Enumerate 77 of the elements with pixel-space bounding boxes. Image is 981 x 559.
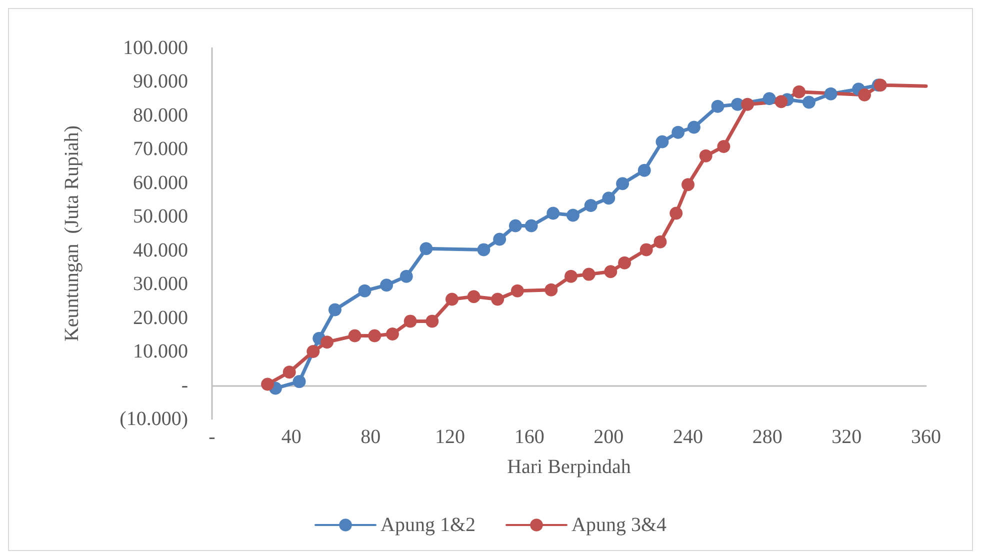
point <box>380 278 394 292</box>
x-tick-label: 160 <box>514 426 544 448</box>
point <box>524 219 538 232</box>
point <box>467 290 480 304</box>
x-tick-label: 40 <box>281 426 302 448</box>
y-tick-label: 10.000 <box>133 340 188 363</box>
point <box>348 329 362 342</box>
point <box>426 314 439 328</box>
point <box>420 242 433 256</box>
point <box>638 164 651 177</box>
point <box>368 329 382 342</box>
point <box>774 95 788 108</box>
x-tick-label: 360 <box>911 426 941 448</box>
point <box>602 192 616 205</box>
point <box>546 206 560 220</box>
x-tick-label: 200 <box>594 426 624 448</box>
point <box>672 126 685 139</box>
point <box>566 208 580 222</box>
point <box>792 85 806 98</box>
point <box>445 292 458 306</box>
point <box>711 100 724 113</box>
point <box>582 268 596 281</box>
point <box>544 283 558 296</box>
y-tick-label: 100.000 <box>123 37 188 59</box>
x-tick-label: 120 <box>435 426 465 448</box>
point <box>687 120 700 134</box>
point <box>491 292 504 306</box>
point <box>741 98 754 111</box>
point <box>640 243 653 256</box>
point <box>404 314 417 328</box>
point <box>656 135 669 148</box>
point <box>400 270 413 283</box>
point <box>510 284 524 298</box>
point <box>282 366 296 379</box>
x-tick-label: - <box>208 426 216 448</box>
point <box>604 265 618 278</box>
point <box>292 375 306 388</box>
point <box>386 328 399 341</box>
x-tick-label: 240 <box>673 426 703 448</box>
legend-label: Apung 3&4 <box>572 514 666 536</box>
point <box>584 199 598 212</box>
x-tick-label: 280 <box>752 426 782 448</box>
point <box>654 235 667 248</box>
point <box>477 243 490 256</box>
point <box>261 378 274 391</box>
y-tick-label: 90.000 <box>133 70 188 93</box>
x-tick-label: 320 <box>832 426 862 448</box>
point <box>306 345 320 358</box>
y-tick-label: 70.000 <box>133 138 188 160</box>
point <box>824 87 838 100</box>
point <box>493 232 506 246</box>
y-tick-label: 80.000 <box>133 104 188 126</box>
point <box>564 270 578 283</box>
point <box>858 88 872 102</box>
point <box>670 206 683 220</box>
point <box>762 92 776 106</box>
x-tick-label: 80 <box>360 426 381 448</box>
y-tick-label: 50.000 <box>133 206 188 228</box>
y-axis-title: Keuntungan (Juta Rupiah) <box>61 125 83 342</box>
point <box>802 96 816 109</box>
point <box>320 336 334 349</box>
y-tick-label: 20.000 <box>133 306 188 329</box>
point <box>717 140 730 153</box>
point <box>358 284 372 298</box>
point <box>616 177 630 190</box>
y-tick-label: (10.000) <box>120 408 188 430</box>
y-tick-label: 40.000 <box>133 239 188 262</box>
x-axis-title: Hari Berpindah <box>507 456 631 478</box>
y-tick-label: 60.000 <box>133 172 188 194</box>
point <box>699 149 712 162</box>
legend-label: Apung 1&2 <box>380 514 476 536</box>
y-tick-label: 30.000 <box>133 273 188 296</box>
point <box>618 256 632 270</box>
point <box>508 219 522 232</box>
point <box>328 303 342 316</box>
y-tick-label: - <box>181 374 188 396</box>
point <box>682 178 694 192</box>
